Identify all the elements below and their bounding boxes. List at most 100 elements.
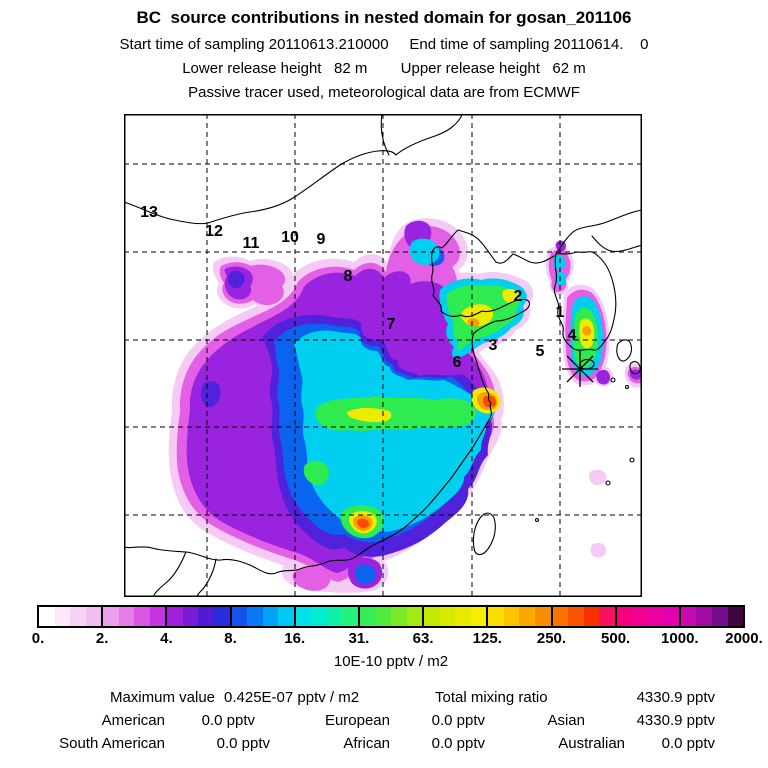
receptor-star-line [566,355,594,383]
colorbar-cell [632,607,648,626]
colorbar-unit-label: 10E-10 pptv / m2 [333,653,449,670]
region-number-label: 1 [556,304,565,321]
colorbar-cell [488,607,504,626]
region-number-label: 4 [568,327,577,344]
coastline-china [123,229,555,575]
colorbar-tick-label: 16. [284,630,306,647]
colorbar-cell [616,607,633,626]
colorbar-cell [406,607,423,626]
contour-cyan-main [294,330,495,532]
colorbar-cell [696,607,712,626]
contour-green-band [315,396,477,431]
coastline-jeju [579,358,595,370]
region-american-value: 0.0 pptv [201,712,255,729]
colorbar-cell [85,607,102,626]
region-african-label: African [343,735,390,752]
contour-magenta-bottom [292,566,331,591]
colorbar-cell [326,607,343,626]
region-asian-value: 4330.9 pptv [636,712,715,729]
colorbar-segment [167,607,232,626]
contour-pink-okinawa [588,469,607,486]
colorbar-cell [278,607,294,626]
region-south-american-label: South American [59,735,165,752]
colorbar-segment [231,607,296,626]
colorbar-tick-label: 63. [412,630,434,647]
max-value-label: Maximum value [109,689,215,706]
region-number-label: 8 [344,268,353,285]
colorbar-segment [103,607,168,626]
colorbar-cell [167,607,183,626]
colorbar-cell [391,607,407,626]
colorbar-cell [534,607,551,626]
colorbar-cell [568,607,584,626]
colorbar-cell [519,607,535,626]
colorbar-cell [311,607,327,626]
contour-red-guangdong [357,518,370,529]
colorbar-tick-label: 125. [472,630,502,647]
page-title: BC source contributions in nested domain… [136,8,632,27]
coastline-north-border [123,113,463,225]
region-number-label: 11 [243,235,260,252]
coastline-ne-2 [591,235,643,252]
region-australian-label: Australian [558,735,625,752]
region-african-value: 0.0 pptv [431,735,485,752]
colorbar-segment [488,607,553,626]
colorbar-cell [680,607,697,626]
colorbar-cell [503,607,520,626]
contour-purple-ekorea [596,369,611,385]
colorbar-segment [295,607,360,626]
island [629,457,635,463]
colorbar-cell [647,607,664,626]
region-australian-value: 0.0 pptv [661,735,715,752]
colorbar-cell [470,607,487,626]
colorbar-cell [182,607,199,626]
colorbar-cell [711,607,728,626]
coastline-kyushu [629,361,641,375]
colorbar-cell [70,607,86,626]
colorbar-segment [359,607,425,626]
coastline-river-top [380,113,390,156]
colorbar-tick-label: 31. [348,630,370,647]
colorbar-tick-label: 250. [536,630,567,647]
colorbar-cell [198,607,215,626]
colorbar-cell [262,607,279,626]
region-european-value: 0.0 pptv [431,712,485,729]
colorbar-tick-label: 4. [160,630,173,647]
region-number-label: 6 [453,354,462,371]
colorbar-cell [231,607,248,626]
region-asian-label: Asian [547,712,585,729]
island [534,517,540,523]
colorbar-cell [599,607,615,626]
colorbar-segment [424,607,489,626]
coastlines [123,113,643,598]
colorbar-segment [680,607,744,626]
colorbar-cell [149,607,166,626]
island [610,377,616,383]
coastline-inland-sw1 [152,551,187,598]
contour-pink-se [590,542,607,558]
region-number-label: 9 [317,231,326,248]
colorbar-tick-label: 2. [95,630,109,647]
island [624,384,630,390]
colorbar-cell [424,607,440,626]
region-number-label: 13 [140,204,158,221]
colorbar-segment [39,607,104,626]
region-number-label: 2 [514,288,523,305]
max-value: 0.425E-07 pptv / m2 [224,689,360,706]
colorbar [37,605,745,628]
colorbar-cell [455,607,471,626]
colorbar-segment [616,607,681,626]
colorbar-cell [342,607,358,626]
region-number-label: 12 [205,223,223,240]
colorbar-cell [214,607,230,626]
coastline-korea [553,251,617,351]
colorbar-cell [134,607,150,626]
map-frame [124,114,642,597]
region-number-label: 3 [489,337,498,354]
map-panel: 1 2 3 4 5 6 7 8 9 10 11 12 13 [123,113,643,598]
colorbar-cell [439,607,456,626]
colorbar-cell [295,607,312,626]
contour-orange-korea-dot [582,326,592,336]
contour-blueviolet-westbar [201,380,221,408]
